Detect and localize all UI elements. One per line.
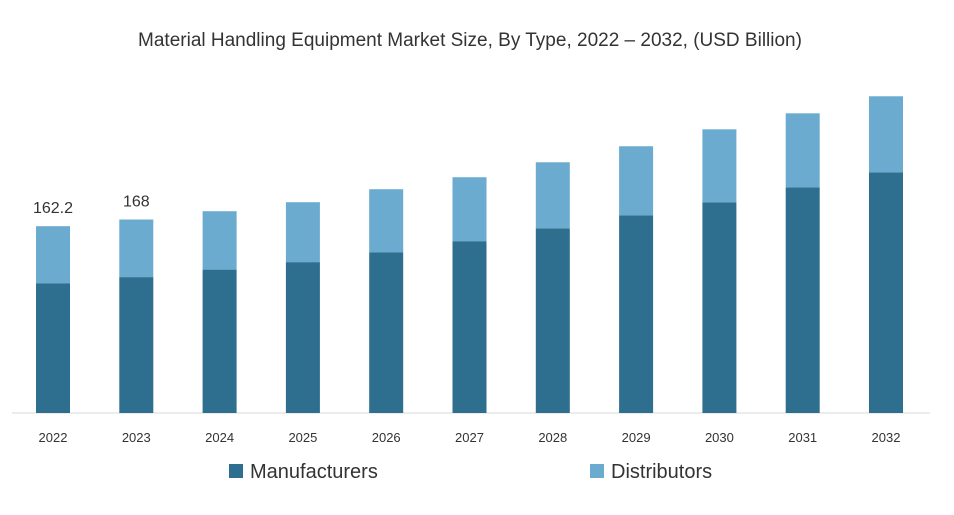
bar-distributors-2024	[202, 211, 237, 270]
bar-distributors-2032	[869, 96, 903, 173]
x-tick-label: 2022	[39, 430, 68, 445]
bar-manufacturers-2025	[285, 262, 320, 413]
x-tick-label: 2024	[205, 430, 234, 445]
bar-manufacturers-2028	[535, 228, 570, 413]
x-tick-label: 2031	[788, 430, 817, 445]
bar-manufacturers-2022	[36, 283, 70, 413]
bar-manufacturers-2032	[869, 172, 903, 413]
bar-distributors-2027	[452, 177, 487, 242]
bar-manufacturers-2023	[119, 277, 154, 413]
bar-distributors-2030	[702, 129, 737, 203]
x-tick-label: 2032	[872, 430, 901, 445]
bar-distributors-2022	[36, 226, 70, 284]
bar-manufacturers-2027	[452, 241, 487, 413]
legend-swatch-distributors	[590, 464, 604, 478]
chart-title: Material Handling Equipment Market Size,…	[138, 30, 802, 51]
x-tick-label: 2027	[455, 430, 484, 445]
legend-swatch-manufacturers	[229, 464, 243, 478]
legend-label-distributors: Distributors	[611, 461, 712, 483]
x-tick-label: 2028	[538, 430, 567, 445]
bar-distributors-2026	[369, 189, 404, 253]
bar-distributors-2028	[535, 162, 570, 229]
x-tick-label: 2026	[372, 430, 401, 445]
legend-label-manufacturers: Manufacturers	[250, 461, 378, 483]
bar-distributors-2029	[619, 146, 654, 216]
x-tick-label: 2025	[288, 430, 317, 445]
bar-distributors-2025	[285, 202, 320, 263]
x-tick-label: 2030	[705, 430, 734, 445]
legend: Manufacturers Distributors	[229, 461, 712, 483]
bar-manufacturers-2024	[202, 269, 237, 413]
data-label: 168	[123, 194, 150, 211]
bar-manufacturers-2026	[369, 252, 404, 413]
data-label: 162.2	[33, 200, 73, 217]
bar-distributors-2023	[119, 219, 154, 278]
x-tick-label: 2023	[122, 430, 151, 445]
bar-distributors-2031	[785, 113, 820, 188]
x-tick-label: 2029	[622, 430, 651, 445]
bar-manufacturers-2031	[785, 187, 820, 413]
bar-manufacturers-2029	[619, 215, 654, 413]
bar-manufacturers-2030	[702, 202, 737, 413]
